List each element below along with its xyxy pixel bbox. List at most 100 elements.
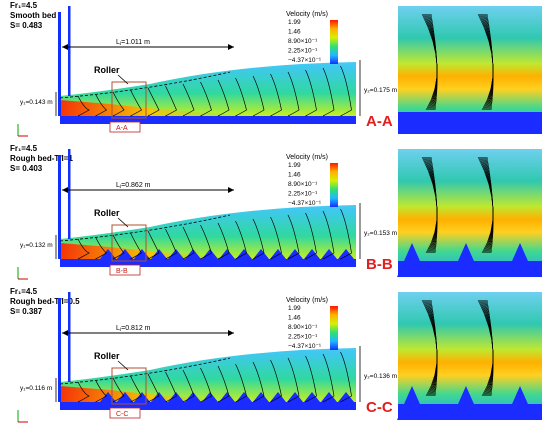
section-label-big: A-A <box>366 113 393 130</box>
lj-label: Lⱼ=0.812 m <box>116 325 151 332</box>
velocity-profile <box>322 210 335 260</box>
roughness-element <box>287 249 303 259</box>
velocity-profile <box>130 375 142 403</box>
section-bed <box>398 112 542 134</box>
velocity-profile <box>322 353 335 403</box>
velocity-profile <box>252 218 265 260</box>
legend-tick-label: 8.90×10⁻¹ <box>288 38 318 45</box>
section-tag-small: C-C <box>116 411 128 418</box>
velocity-profile <box>165 228 177 260</box>
roughness-element <box>185 249 201 259</box>
channel-wall <box>58 12 61 116</box>
section-profile <box>430 156 438 254</box>
lj-arrow-head <box>62 187 68 193</box>
channel-bed <box>60 259 356 267</box>
legend-tick-label: 8.90×10⁻¹ <box>288 181 318 188</box>
legend-title: Velocity (m/s) <box>286 297 328 304</box>
roughness-element <box>287 392 303 402</box>
velocity-profile <box>322 67 335 117</box>
channel-bed <box>60 116 356 124</box>
velocity-profile <box>305 212 317 260</box>
roller-box <box>111 367 147 405</box>
panel-header-line: S= 0.403 <box>10 164 43 173</box>
velocity-profile <box>217 222 230 260</box>
roughness-element <box>253 249 269 259</box>
velocity-profile <box>270 359 282 403</box>
roughness-element <box>321 249 337 259</box>
lj-arrow-head <box>228 330 234 336</box>
jump-boundary <box>59 71 231 99</box>
velocity-profile <box>252 361 265 403</box>
y1-label: y₁=0.132 m <box>20 242 53 249</box>
y2-label: y₂=0.175 m <box>364 87 397 94</box>
legend-tick-label: 1.99 <box>288 162 301 169</box>
velocity-profile <box>305 355 317 403</box>
section-tag-small: B-B <box>116 268 128 275</box>
velocity-profile <box>200 81 212 117</box>
y2-label: y₂=0.153 m <box>364 230 397 237</box>
velocity-profile <box>182 83 195 117</box>
roughness-element <box>321 392 337 402</box>
velocity-profile <box>340 351 352 403</box>
velocity-profile <box>77 238 90 260</box>
velocity-profile <box>270 73 282 117</box>
section-profile <box>486 13 494 111</box>
section-tag-box <box>109 407 141 419</box>
sluice-gate <box>68 6 71 96</box>
roller-box <box>111 224 147 262</box>
section-tag-small: A-A <box>116 125 128 132</box>
section-profile <box>430 13 438 111</box>
legend-tick-label: 1.99 <box>288 305 301 312</box>
velocity-profile <box>340 208 352 260</box>
velocity-profile <box>287 214 300 260</box>
roughness-element <box>168 249 184 259</box>
section-roughness <box>451 243 481 277</box>
roughness-element <box>270 392 286 402</box>
velocity-profile <box>112 377 125 403</box>
velocity-profile <box>270 216 282 260</box>
roughness-element <box>338 249 354 259</box>
channel-wall <box>58 298 61 402</box>
velocity-profile <box>77 95 90 117</box>
velocity-profile <box>182 226 195 260</box>
section-roughness <box>505 386 535 420</box>
roughness-element <box>185 392 201 402</box>
velocity-profile <box>95 93 108 117</box>
roller-pointer <box>117 74 129 85</box>
velocity-profile <box>165 371 177 403</box>
section-tag-box <box>109 121 141 133</box>
roughness-element <box>338 392 354 402</box>
legend-tick-label: 1.46 <box>288 315 301 322</box>
velocity-profile <box>340 65 352 117</box>
lj-label: Lⱼ=0.862 m <box>116 182 151 189</box>
roller-box <box>111 81 147 119</box>
roller-pointer <box>117 217 129 228</box>
legend-tick-label: 2.25×10⁻¹ <box>288 334 318 341</box>
supercritical-jet <box>60 100 260 116</box>
roller-label: Roller <box>94 65 120 75</box>
roughness-element <box>168 392 184 402</box>
jump-boundary <box>59 214 231 242</box>
velocity-profile <box>95 236 108 260</box>
velocity-profile <box>200 367 212 403</box>
jump-boundary <box>59 357 231 385</box>
y2-label: y₂=0.136 m <box>364 373 397 380</box>
section-roughness <box>505 243 535 277</box>
section-profile <box>486 156 494 254</box>
roughness-element <box>151 249 167 259</box>
roughness-element <box>304 392 320 402</box>
channel-bed <box>60 402 356 410</box>
y1-label: y₁=0.116 m <box>20 385 52 392</box>
velocity-profile <box>287 71 300 117</box>
roughness-element <box>253 392 269 402</box>
legend-tick-label: −4.37×10⁻¹ <box>288 200 322 207</box>
panel-header-line: Fr₁=4.5 <box>10 287 38 296</box>
legend-tick-label: 2.25×10⁻¹ <box>288 191 318 198</box>
roughness-element <box>117 249 133 259</box>
lj-arrow-head <box>62 330 68 336</box>
velocity-profile <box>112 91 125 117</box>
legend-tick-label: 8.90×10⁻¹ <box>288 324 318 331</box>
